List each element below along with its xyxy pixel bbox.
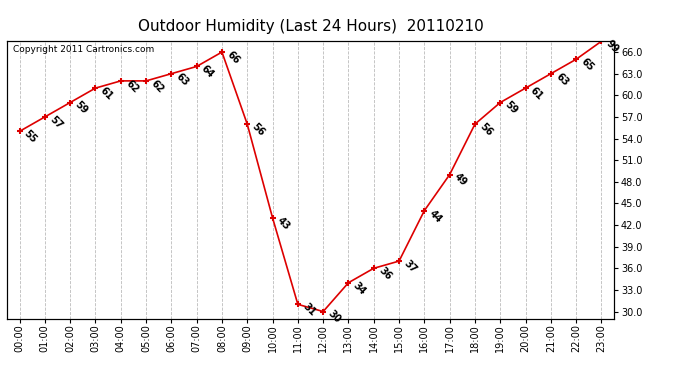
Text: 37: 37 bbox=[402, 258, 418, 275]
Text: 66: 66 bbox=[225, 49, 241, 66]
Text: 43: 43 bbox=[275, 215, 292, 232]
Text: 55: 55 bbox=[22, 129, 39, 145]
Text: 65: 65 bbox=[579, 57, 595, 73]
Text: 34: 34 bbox=[351, 280, 368, 297]
Text: 62: 62 bbox=[149, 78, 166, 95]
Text: 63: 63 bbox=[553, 71, 570, 87]
Text: 49: 49 bbox=[453, 172, 469, 188]
Text: 31: 31 bbox=[301, 302, 317, 318]
Text: 99: 99 bbox=[604, 39, 621, 55]
Text: 63: 63 bbox=[174, 71, 190, 87]
Text: 30: 30 bbox=[326, 309, 342, 326]
Text: 64: 64 bbox=[199, 64, 216, 80]
Text: 62: 62 bbox=[124, 78, 140, 95]
Text: 44: 44 bbox=[427, 208, 444, 225]
Text: 56: 56 bbox=[250, 122, 266, 138]
Text: Copyright 2011 Cartronics.com: Copyright 2011 Cartronics.com bbox=[13, 45, 155, 54]
Text: 36: 36 bbox=[377, 266, 393, 282]
Text: Outdoor Humidity (Last 24 Hours)  20110210: Outdoor Humidity (Last 24 Hours) 2011021… bbox=[137, 19, 484, 34]
Text: 61: 61 bbox=[98, 86, 115, 102]
Text: 57: 57 bbox=[48, 114, 64, 131]
Text: 56: 56 bbox=[477, 122, 494, 138]
Text: 59: 59 bbox=[73, 100, 90, 116]
Text: 59: 59 bbox=[503, 100, 520, 116]
Text: 61: 61 bbox=[529, 86, 545, 102]
